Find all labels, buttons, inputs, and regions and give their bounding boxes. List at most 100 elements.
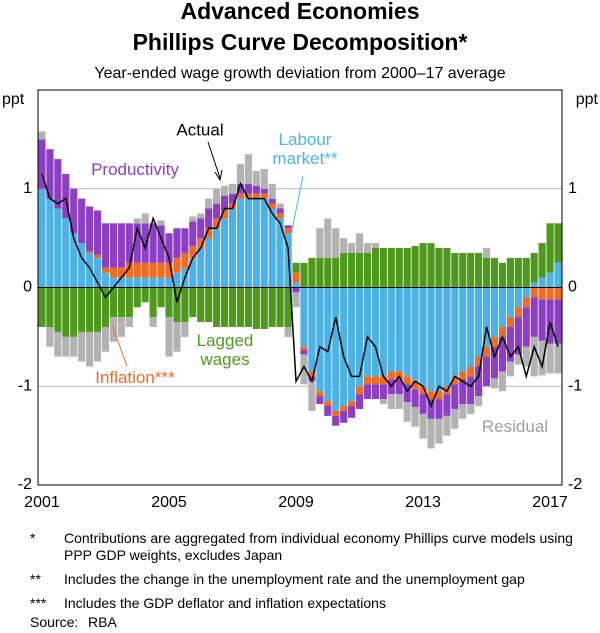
bar-segment — [514, 287, 522, 308]
x-tick-label: 2017 — [532, 494, 568, 511]
bar-segment — [78, 243, 86, 288]
bar-segment — [284, 225, 292, 229]
bar-segment — [78, 198, 86, 244]
bar-segment — [213, 287, 221, 327]
bar-segment — [101, 223, 110, 268]
source-text: RBA — [88, 614, 117, 630]
bar-segment — [181, 287, 189, 323]
bar-segment — [475, 356, 483, 367]
bar-segment — [435, 248, 443, 288]
bar-segment — [355, 386, 364, 395]
bar-segment — [133, 277, 141, 288]
bar-segment — [475, 287, 483, 357]
bar-segment — [435, 391, 443, 400]
bar-segment — [554, 343, 562, 374]
bar-segment — [348, 401, 356, 406]
bar-segment — [363, 384, 372, 400]
bar-segment — [522, 257, 530, 288]
bar-segment — [252, 287, 260, 329]
bar-segment — [244, 287, 252, 327]
x-tick-label: 2013 — [405, 494, 441, 511]
bar-segment — [38, 139, 46, 189]
bar-segment — [490, 346, 499, 379]
bar-segment — [133, 218, 141, 224]
bar-segment — [371, 248, 379, 288]
footnote: *** Includes the GDP deflator and inflati… — [30, 595, 574, 612]
bar-segment — [252, 193, 260, 199]
bar-segment — [70, 287, 78, 337]
bar-segment — [86, 250, 94, 253]
bar-segment — [86, 206, 94, 251]
bar-segment — [236, 287, 245, 327]
bar-segment — [498, 262, 507, 288]
bar-segment — [371, 384, 379, 400]
bar-segment — [324, 257, 332, 288]
bar-segment — [54, 331, 62, 357]
bar-segment — [38, 131, 46, 140]
bar-segment — [332, 410, 340, 416]
bar-segment — [514, 354, 522, 365]
bar-segment — [78, 331, 86, 362]
bar-segment — [395, 287, 403, 372]
bar-segment — [62, 218, 70, 288]
bar-segment — [419, 413, 427, 439]
plot-frame — [37, 89, 563, 486]
annotation: Residual — [481, 417, 549, 436]
bar-segment — [173, 322, 181, 352]
bar-segment — [324, 218, 332, 258]
annotation: Labour market** — [272, 130, 338, 168]
footnote-text: Contributions are aggregated from indivi… — [64, 530, 573, 563]
bar-segment — [419, 394, 427, 414]
y2-axis-label: ppt — [576, 91, 599, 108]
bar-segment — [340, 238, 348, 253]
bar-segment — [70, 233, 78, 288]
bar-segment — [165, 277, 173, 288]
bar-segment — [221, 210, 229, 219]
bar-segment — [38, 188, 46, 288]
footnote-symbol: ** — [30, 571, 41, 587]
annotation: Actual — [176, 120, 223, 139]
bar-segment — [475, 396, 483, 406]
y-tick-label: 0 — [23, 279, 32, 296]
bar-segment — [435, 287, 443, 392]
bar-segment — [538, 299, 546, 341]
bar-segment — [300, 262, 308, 288]
bar-segment — [205, 238, 213, 288]
bar-segment — [522, 307, 530, 347]
line — [41, 173, 559, 409]
bar-segment — [308, 371, 316, 377]
bar-segment — [244, 154, 252, 184]
bar-segment — [70, 188, 78, 234]
bar-segment — [189, 246, 197, 258]
bar-segment — [530, 336, 538, 377]
bar-segment — [213, 218, 221, 229]
bar-segment — [363, 243, 372, 253]
bar-segment — [427, 399, 435, 419]
bar-segment — [181, 252, 189, 268]
bar-segment — [46, 287, 54, 327]
bar-segment — [443, 287, 451, 387]
x-tick-label: 2009 — [278, 494, 314, 511]
bar-segment — [467, 376, 475, 405]
bar-segment — [395, 394, 403, 409]
bar-segment — [133, 223, 141, 263]
bar-segment — [514, 307, 522, 318]
chart-title: Phillips Curve Decomposition* — [133, 29, 468, 55]
bar-segment — [101, 267, 110, 273]
bar-segment — [419, 386, 427, 395]
footnote-symbol: * — [30, 530, 36, 546]
bar-segment — [109, 223, 117, 268]
bar-segment — [379, 287, 387, 377]
bar-segment — [213, 228, 221, 288]
bar-segment — [490, 378, 499, 389]
bar-segment — [316, 257, 324, 288]
bar-segment — [554, 299, 562, 344]
bar-segment — [141, 223, 149, 263]
bar-segment — [419, 243, 427, 288]
y2-tick-label: -2 — [568, 476, 582, 493]
y-axis-label: ppt — [2, 91, 25, 108]
bar-segment — [355, 252, 364, 288]
bar-segment — [498, 327, 507, 337]
bar-segment — [93, 257, 102, 288]
